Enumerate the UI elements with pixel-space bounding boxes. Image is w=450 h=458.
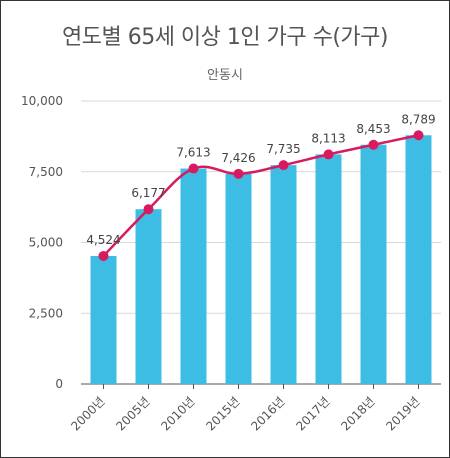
data-label: 4,524 bbox=[86, 233, 120, 247]
bar bbox=[135, 209, 162, 384]
bar bbox=[90, 255, 117, 384]
bar bbox=[360, 144, 387, 384]
data-label: 8,453 bbox=[356, 122, 390, 136]
y-tick-label: 5,000 bbox=[29, 236, 63, 250]
y-tick-label: 7,500 bbox=[29, 165, 63, 179]
data-point bbox=[233, 168, 244, 179]
x-tick-label: 2019년 bbox=[383, 394, 422, 433]
x-tick-label: 2016년 bbox=[248, 394, 287, 433]
bar bbox=[270, 165, 297, 384]
data-label: 8,789 bbox=[401, 112, 435, 126]
data-point bbox=[98, 250, 109, 261]
data-label: 6,177 bbox=[131, 186, 165, 200]
bar bbox=[405, 135, 432, 384]
data-point bbox=[188, 163, 199, 174]
data-point bbox=[278, 160, 289, 171]
x-tick-label: 2000년 bbox=[68, 394, 107, 433]
data-point bbox=[143, 204, 154, 215]
x-tick-label: 2010년 bbox=[158, 394, 197, 433]
data-label: 7,735 bbox=[266, 142, 300, 156]
data-label: 7,426 bbox=[221, 151, 255, 165]
data-label: 7,613 bbox=[176, 146, 210, 160]
x-tick-label: 2005년 bbox=[113, 394, 152, 433]
data-point bbox=[323, 149, 334, 160]
y-tick-label: 2,500 bbox=[29, 306, 63, 320]
data-point bbox=[368, 139, 379, 150]
x-tick-label: 2015년 bbox=[203, 394, 242, 433]
chart-subtitle: 안동시 bbox=[207, 68, 243, 83]
bar bbox=[225, 173, 252, 384]
chart-title: 연도별 65세 이상 1인 가구 수(가구) bbox=[61, 25, 389, 50]
x-tick-label: 2018년 bbox=[338, 394, 377, 433]
bar bbox=[180, 168, 207, 384]
bar bbox=[315, 154, 342, 384]
data-label: 8,113 bbox=[311, 131, 345, 145]
y-tick-label: 10,000 bbox=[21, 94, 63, 108]
y-tick-label: 0 bbox=[55, 377, 63, 391]
data-point bbox=[413, 130, 424, 141]
x-tick-label: 2017년 bbox=[293, 394, 332, 433]
